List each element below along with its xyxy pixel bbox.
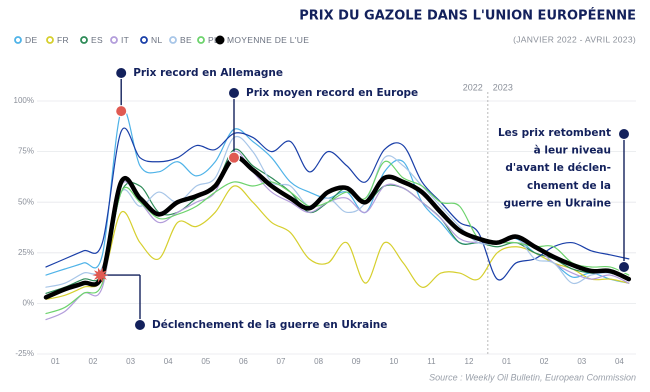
average-line — [43, 155, 632, 300]
x-tick-label: 07 — [277, 357, 286, 366]
legend-marker — [110, 36, 118, 44]
legend-label: BE — [180, 35, 192, 45]
legend-marker — [215, 35, 225, 45]
x-tick-label: 08 — [314, 357, 323, 366]
record-marker — [115, 105, 128, 118]
legend-marker — [197, 36, 205, 44]
series-line — [45, 127, 630, 281]
x-tick-label: 02 — [89, 357, 98, 366]
legend-marker — [80, 36, 88, 44]
record-marker — [228, 151, 240, 164]
legend-label: DE — [25, 35, 37, 45]
annotation: Les prix retombent — [498, 127, 611, 139]
annotation: Prix record en Allemagne — [133, 67, 283, 79]
y-tick-label: 75% — [18, 147, 34, 156]
chart-title: PRIX DU GAZOLE DANS L'UNION EUROPÉENNE — [299, 8, 636, 24]
annotation: chement de la — [527, 180, 611, 192]
x-tick-label: 03 — [577, 357, 586, 366]
legend-label: ES — [91, 35, 103, 45]
year-label: 2022 — [463, 82, 483, 92]
x-tick-label: 10 — [389, 357, 398, 366]
series-line — [45, 150, 630, 321]
chart-subtitle: (JANVIER 2022 - AVRIL 2023) — [513, 34, 636, 44]
annotation: Déclenchement de la guerre en Ukraine — [152, 319, 387, 331]
x-tick-label: 01 — [502, 357, 511, 366]
x-tick-label: 05 — [201, 357, 210, 366]
legend-label: FR — [57, 35, 69, 45]
x-tick-label: 04 — [615, 357, 624, 366]
y-tick-label: 50% — [18, 197, 34, 206]
legend-marker — [46, 36, 54, 44]
series-line — [45, 148, 630, 294]
x-tick-label: 09 — [352, 357, 361, 366]
annotation-dot — [228, 87, 240, 99]
x-tick-label: 02 — [540, 357, 549, 366]
y-tick-label: 25% — [18, 248, 34, 257]
y-tick-label: 0% — [22, 299, 34, 308]
annotation: à leur niveau — [534, 145, 611, 157]
x-tick-label: 04 — [164, 357, 173, 366]
end-marker — [618, 261, 630, 273]
annotation: Prix moyen record en Europe — [246, 87, 418, 99]
y-tick-label: -25% — [15, 349, 34, 358]
legend-label: MOYENNE DE L'UE — [227, 35, 309, 45]
series-line — [45, 135, 630, 288]
source: Source : Weekly Oil Bulletin, European C… — [429, 372, 636, 382]
legend-label: PL — [208, 35, 219, 45]
legend-marker — [169, 36, 177, 44]
x-tick-label: 01 — [51, 357, 60, 366]
y-tick-label: 100% — [14, 96, 34, 105]
x-tick-label: 03 — [126, 357, 135, 366]
annotation-dot — [134, 319, 146, 331]
legend-label: NL — [151, 35, 162, 45]
legend-label: IT — [121, 35, 129, 45]
legend-marker — [14, 36, 22, 44]
annotation: guerre en Ukraine — [504, 197, 611, 209]
legend-marker — [140, 36, 148, 44]
x-tick-label: 11 — [427, 357, 436, 366]
annotation-dot — [115, 67, 128, 79]
annotation-dot — [618, 128, 630, 140]
annotation: d'avant le déclen- — [505, 162, 611, 174]
x-tick-label: 12 — [465, 357, 474, 366]
war-marker — [92, 267, 109, 283]
year-label: 2023 — [493, 82, 513, 92]
x-tick-label: 06 — [239, 357, 248, 366]
